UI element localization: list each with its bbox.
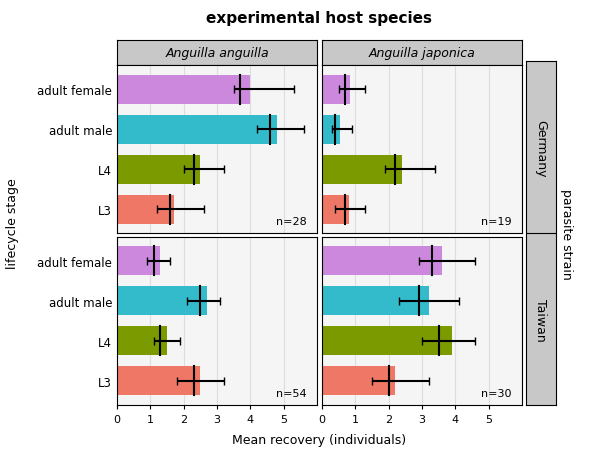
- Text: parasite strain: parasite strain: [560, 188, 573, 279]
- Bar: [322, 287, 428, 315]
- Bar: [117, 247, 160, 276]
- Bar: [322, 247, 442, 276]
- Bar: [117, 116, 277, 144]
- Bar: [322, 76, 350, 104]
- Bar: [322, 195, 349, 224]
- Bar: [322, 116, 340, 144]
- Bar: [322, 367, 395, 395]
- Bar: [117, 367, 200, 395]
- Bar: [117, 287, 207, 315]
- Bar: [117, 156, 200, 184]
- Text: Taiwan: Taiwan: [534, 298, 547, 341]
- Bar: [117, 195, 173, 224]
- Bar: [117, 76, 250, 104]
- Bar: [322, 156, 402, 184]
- Text: lifecycle stage: lifecycle stage: [6, 177, 19, 268]
- Text: n=30: n=30: [481, 388, 512, 398]
- Text: experimental host species: experimental host species: [206, 11, 433, 26]
- Text: Anguilla anguilla: Anguilla anguilla: [165, 47, 269, 60]
- Text: Mean recovery (individuals): Mean recovery (individuals): [232, 433, 407, 446]
- Text: n=28: n=28: [277, 217, 307, 227]
- Text: n=19: n=19: [481, 217, 512, 227]
- Bar: [117, 327, 167, 355]
- Text: n=54: n=54: [277, 388, 307, 398]
- Text: Germany: Germany: [534, 119, 547, 177]
- Bar: [322, 327, 452, 355]
- Text: Anguilla japonica: Anguilla japonica: [368, 47, 475, 60]
